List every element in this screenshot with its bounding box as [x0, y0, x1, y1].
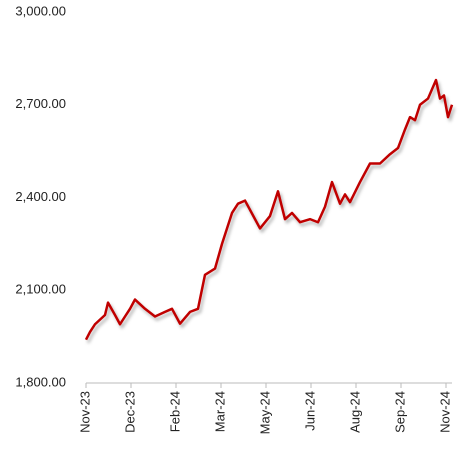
x-tick-label: Jun-24	[302, 391, 317, 431]
y-tick-label: 3,000.00	[15, 3, 66, 18]
y-tick-label: 2,700.00	[15, 96, 66, 111]
x-tick-label: Aug-24	[347, 391, 362, 433]
x-tick-label: Nov-23	[77, 391, 92, 433]
x-tick-label: Sep-24	[392, 391, 407, 433]
price-line	[84, 78, 454, 341]
y-tick-label: 2,400.00	[15, 189, 66, 204]
x-tick-label: May-24	[257, 391, 272, 434]
x-tick-label: Dec-23	[122, 391, 137, 433]
y-tick-label: 2,100.00	[15, 282, 66, 297]
x-tick-label: Nov-24	[437, 391, 452, 433]
x-tick-label: Feb-24	[167, 391, 182, 432]
x-tick-label: Mar-24	[212, 391, 227, 432]
y-tick-label: 1,800.00	[15, 374, 66, 389]
